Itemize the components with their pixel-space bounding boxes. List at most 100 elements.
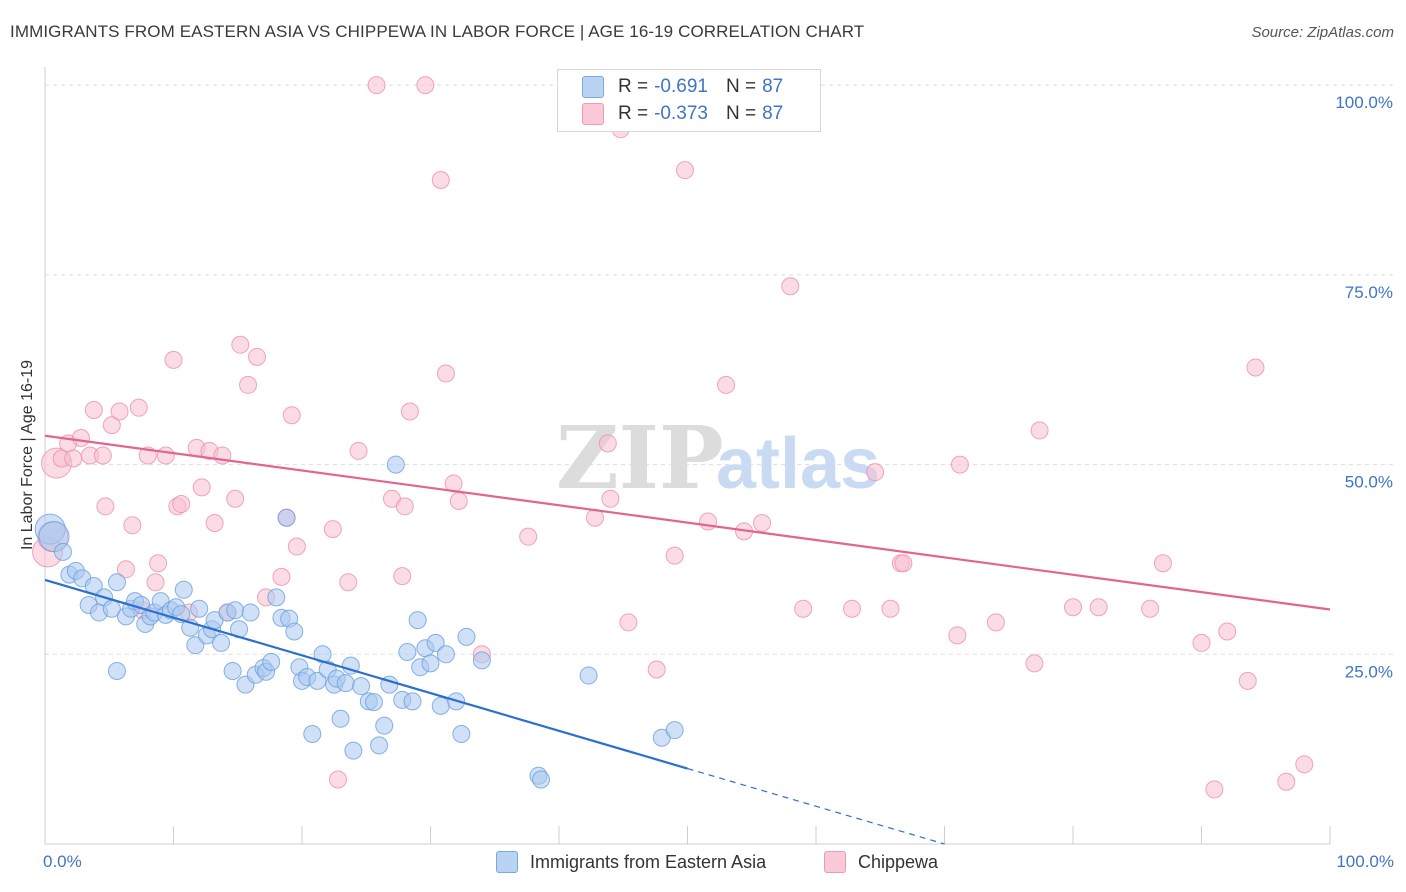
point-chippewa	[116, 560, 135, 579]
point-chippewa	[416, 76, 435, 95]
point-chippewa	[1025, 654, 1044, 673]
point-chippewa	[1277, 772, 1296, 791]
legend-swatch-chippewa	[824, 851, 846, 873]
point-chippewa	[84, 400, 103, 419]
point-chippewa	[323, 520, 342, 539]
point-eastern-asia	[532, 770, 551, 789]
point-chippewa	[1141, 599, 1160, 618]
point-eastern-asia	[398, 643, 417, 662]
point-eastern-asia	[267, 588, 286, 607]
point-chippewa	[866, 463, 885, 482]
point-chippewa	[601, 489, 620, 508]
point-chippewa	[328, 770, 347, 789]
point-eastern-asia	[344, 741, 363, 760]
legend-swatch-chippewa	[582, 103, 604, 125]
point-eastern-asia	[285, 622, 304, 641]
point-chippewa	[519, 527, 538, 546]
point-eastern-asia	[472, 651, 491, 670]
legend-swatch-eastern-asia	[582, 76, 604, 98]
point-eastern-asia	[403, 692, 422, 711]
point-eastern-asia	[436, 645, 455, 664]
point-chippewa	[192, 478, 211, 497]
point-chippewa	[282, 406, 301, 425]
point-chippewa	[1192, 633, 1211, 652]
point-chippewa	[239, 375, 258, 394]
point-chippewa	[1205, 780, 1224, 799]
point-chippewa	[129, 398, 148, 417]
point-eastern-asia	[665, 721, 684, 740]
y-tick-label: 50.0%	[1345, 473, 1393, 492]
point-chippewa	[367, 76, 386, 95]
y-tick-label: 25.0%	[1345, 662, 1393, 681]
trend-line-eastern-asia-extension	[687, 767, 945, 845]
point-eastern-asia	[53, 542, 72, 561]
point-chippewa	[1030, 421, 1049, 440]
point-eastern-asia	[370, 736, 389, 755]
trend-line-eastern-asia	[44, 578, 688, 770]
point-chippewa	[164, 350, 183, 369]
legend-swatch-eastern-asia	[496, 851, 518, 873]
point-chippewa	[753, 514, 772, 533]
legend-row-chippewa: R = -0.373 N = 87	[582, 102, 783, 126]
n-label: N =	[725, 103, 757, 124]
point-chippewa	[96, 497, 115, 516]
bottom-legend-chippewa: Chippewa	[824, 851, 938, 873]
chart-title: IMMIGRANTS FROM EASTERN ASIA VS CHIPPEWA…	[10, 22, 865, 41]
point-chippewa	[881, 599, 900, 618]
point-eastern-asia	[308, 671, 327, 690]
point-chippewa	[598, 434, 617, 453]
point-eastern-asia	[352, 677, 371, 696]
r-label: R =	[618, 76, 649, 97]
y-tick-label: 100.0%	[1335, 93, 1393, 112]
point-eastern-asia	[421, 654, 440, 673]
point-eastern-asia	[426, 633, 445, 652]
point-eastern-asia	[262, 652, 281, 671]
point-chippewa	[665, 546, 684, 565]
point-chippewa	[231, 335, 250, 354]
point-chippewa	[894, 554, 913, 573]
point-chippewa	[619, 613, 638, 632]
bottom-legend-eastern-asia: Immigrants from Eastern Asia	[496, 851, 766, 873]
point-chippewa	[1238, 671, 1257, 690]
point-eastern-asia	[375, 716, 394, 735]
trend-line-chippewa	[44, 434, 1331, 611]
point-chippewa	[1089, 598, 1108, 617]
point-chippewa	[400, 402, 419, 421]
point-eastern-asia	[277, 508, 296, 527]
source-label: Source: ZipAtlas.com	[1251, 24, 1394, 41]
point-chippewa	[436, 364, 455, 383]
point-chippewa	[1064, 598, 1082, 617]
r-label: R =	[618, 103, 649, 124]
point-chippewa	[64, 449, 83, 468]
y-tick-label: 75.0%	[1345, 283, 1393, 302]
point-chippewa	[1153, 554, 1172, 573]
x-tick-label-min: 0.0%	[43, 852, 82, 871]
point-eastern-asia	[364, 693, 383, 712]
r-value: -0.691	[654, 76, 708, 97]
point-chippewa	[395, 497, 414, 516]
point-eastern-asia	[226, 601, 245, 620]
point-chippewa	[794, 599, 813, 618]
point-chippewa	[675, 161, 694, 180]
point-chippewa	[226, 489, 245, 508]
point-eastern-asia	[457, 627, 476, 646]
gridlines	[45, 84, 1395, 655]
point-chippewa	[449, 492, 468, 511]
point-eastern-asia	[212, 633, 231, 652]
y-tick-labels: 25.0% 50.0% 75.0% 100.0%	[1335, 93, 1393, 681]
point-chippewa	[172, 495, 191, 514]
n-value: 87	[762, 76, 784, 97]
legend-label-chippewa: Chippewa	[858, 851, 939, 872]
watermark-atlas: atlas	[716, 424, 880, 504]
point-eastern-asia	[579, 666, 598, 685]
series-eastern-asia	[34, 455, 684, 789]
point-chippewa	[1295, 755, 1314, 774]
point-eastern-asia	[107, 573, 126, 592]
point-chippewa	[123, 516, 142, 535]
point-eastern-asia	[336, 674, 355, 693]
point-eastern-asia	[174, 580, 193, 599]
point-chippewa	[393, 567, 412, 586]
n-label: N =	[725, 76, 757, 97]
point-chippewa	[349, 441, 368, 460]
